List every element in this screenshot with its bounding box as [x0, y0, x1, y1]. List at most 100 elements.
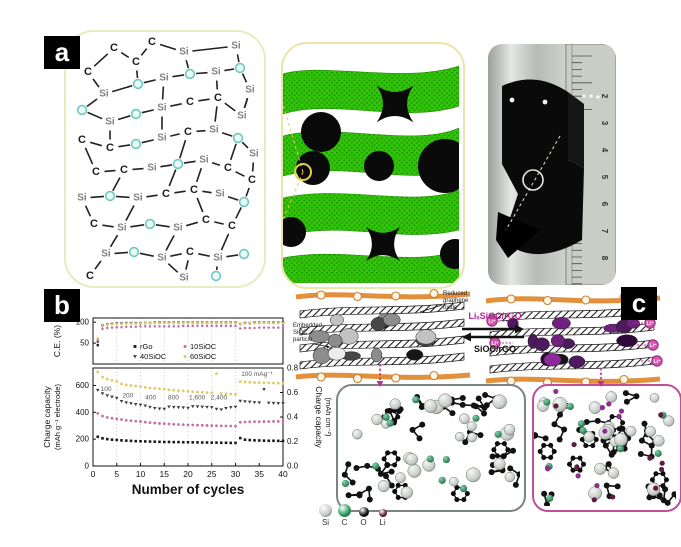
svg-text:25: 25 [207, 469, 217, 479]
svg-text:Si: Si [237, 111, 247, 122]
svg-text:rGo: rGo [140, 342, 153, 351]
svg-text:Si: Si [213, 253, 223, 264]
svg-text:Si: Si [117, 223, 127, 234]
svg-text:50: 50 [80, 339, 89, 348]
svg-text:600: 600 [76, 381, 90, 390]
svg-text:Si: Si [249, 149, 259, 160]
svg-text:Embedded: Embedded [293, 323, 322, 329]
svg-text:1,600: 1,600 [189, 395, 206, 402]
cycling-performance-chart: 50 100 0 200 400 600 0.0 0.2 0.4 0.6 0.8 0 5 10 15 20 25… [42, 317, 333, 497]
svg-text:3: 3 [600, 121, 609, 126]
svg-text:200: 200 [122, 392, 133, 399]
svg-text:C: C [186, 246, 194, 258]
sioc-atomic-structure-box [336, 384, 526, 512]
svg-text:Si: Si [77, 193, 87, 204]
svg-text:6: 6 [600, 202, 609, 207]
legend-item-si: Si [318, 504, 333, 527]
svg-text:C: C [190, 184, 198, 196]
svg-text:35: 35 [255, 469, 265, 479]
svg-text:0.8: 0.8 [287, 364, 299, 373]
svg-text:7: 7 [600, 229, 609, 234]
svg-text:C: C [106, 142, 114, 154]
svg-text:0.4: 0.4 [287, 413, 299, 422]
lithiated-sioc-rgo-schematic: Li⁺ Li⁺ Li⁺ Li⁺ Li⁺ [485, 292, 663, 388]
svg-text:800: 800 [168, 395, 179, 402]
svg-text:30: 30 [231, 469, 241, 479]
svg-text:C: C [86, 270, 94, 282]
svg-text:C.E. (%): C.E. (%) [52, 325, 62, 357]
svg-text:Si: Si [209, 125, 219, 136]
svg-text:C: C [162, 188, 170, 200]
svg-text:400: 400 [145, 394, 156, 401]
sioc-network-schematic: C C C Si Si C Si Si Si Si Si Si C C Si C C Si C Si Si C C Si Si C… [64, 30, 266, 288]
svg-text:Si: Si [101, 249, 111, 260]
svg-text:Number of cycles: Number of cycles [132, 482, 245, 497]
svg-text:Si: Si [99, 89, 109, 100]
svg-text:2: 2 [600, 94, 609, 99]
svg-text:Si: Si [105, 117, 115, 128]
svg-text:5: 5 [600, 175, 609, 180]
svg-text:100 mAg⁻¹: 100 mAg⁻¹ [241, 371, 273, 378]
svg-text:Si: Si [133, 193, 143, 204]
svg-text:C: C [78, 134, 86, 146]
svg-text:0.6: 0.6 [287, 388, 299, 397]
svg-text:C: C [92, 166, 100, 178]
svg-text:Si: Si [215, 189, 225, 200]
svg-text:Li⁺: Li⁺ [646, 321, 653, 327]
lithiated-atomic-structure-svg [534, 388, 676, 506]
panel-b-label: b [44, 289, 80, 322]
svg-text:2,400: 2,400 [211, 395, 228, 402]
photo-svg: 2 3 4 5 6 7 8 [488, 44, 616, 285]
svg-text:C: C [110, 42, 118, 54]
svg-text:0: 0 [85, 462, 90, 471]
svg-text:C: C [120, 164, 128, 176]
svg-text:Si: Si [157, 253, 167, 264]
svg-text:C: C [224, 162, 232, 174]
svg-text:100: 100 [76, 318, 90, 327]
svg-text:Charge capacity: Charge capacity [42, 386, 52, 448]
atom-color-legend: Si C O Li [318, 504, 390, 527]
svg-text:Li⁺: Li⁺ [491, 341, 498, 347]
svg-text:Si: Si [179, 273, 189, 283]
legend-item-li: Li [375, 509, 390, 527]
svg-text:Charge capacity: Charge capacity [314, 386, 324, 448]
svg-text:Si: Si [231, 41, 241, 52]
svg-text:oxide: oxide [443, 305, 458, 311]
svg-text:Si: Si [157, 103, 167, 114]
svg-text:Li⁺: Li⁺ [653, 359, 660, 365]
svg-text:Reduced: Reduced [443, 291, 467, 297]
panel-c-label: c [621, 287, 657, 320]
svg-text:C: C [148, 36, 156, 48]
svg-text:Si: Si [211, 67, 221, 78]
svg-text:Si: Si [179, 47, 189, 58]
svg-text:C: C [214, 92, 222, 104]
svg-text:0.2: 0.2 [287, 437, 299, 446]
svg-text:C: C [202, 214, 210, 226]
svg-text:400: 400 [76, 408, 90, 417]
svg-text:40: 40 [278, 469, 288, 479]
panel-a-label: a [44, 36, 80, 69]
svg-text:5: 5 [114, 469, 119, 479]
svg-text:Si: Si [157, 133, 167, 144]
sioc-atomic-structure-svg [341, 391, 520, 503]
svg-text:Si: Si [147, 163, 157, 174]
reaction-product-label: LiₓSiOC/rGO [468, 311, 522, 321]
svg-text:SiOC: SiOC [293, 330, 308, 336]
svg-text:200: 200 [76, 435, 90, 444]
svg-text:Si: Si [159, 73, 169, 84]
si-atom-icon [319, 504, 332, 517]
svg-text:C: C [228, 220, 236, 232]
svg-text:C: C [90, 218, 98, 230]
svg-text:C: C [186, 96, 194, 108]
svg-text:15: 15 [160, 469, 170, 479]
svg-text:0.0: 0.0 [287, 462, 299, 471]
o-atom-icon [358, 507, 369, 517]
svg-text:(mAh cm⁻²): (mAh cm⁻²) [324, 398, 333, 437]
svg-text:4: 4 [600, 148, 609, 153]
svg-text:8: 8 [600, 256, 609, 261]
svg-text:Li⁺: Li⁺ [649, 343, 656, 349]
svg-text:60SiOC: 60SiOC [190, 352, 217, 361]
svg-text:10: 10 [136, 469, 146, 479]
